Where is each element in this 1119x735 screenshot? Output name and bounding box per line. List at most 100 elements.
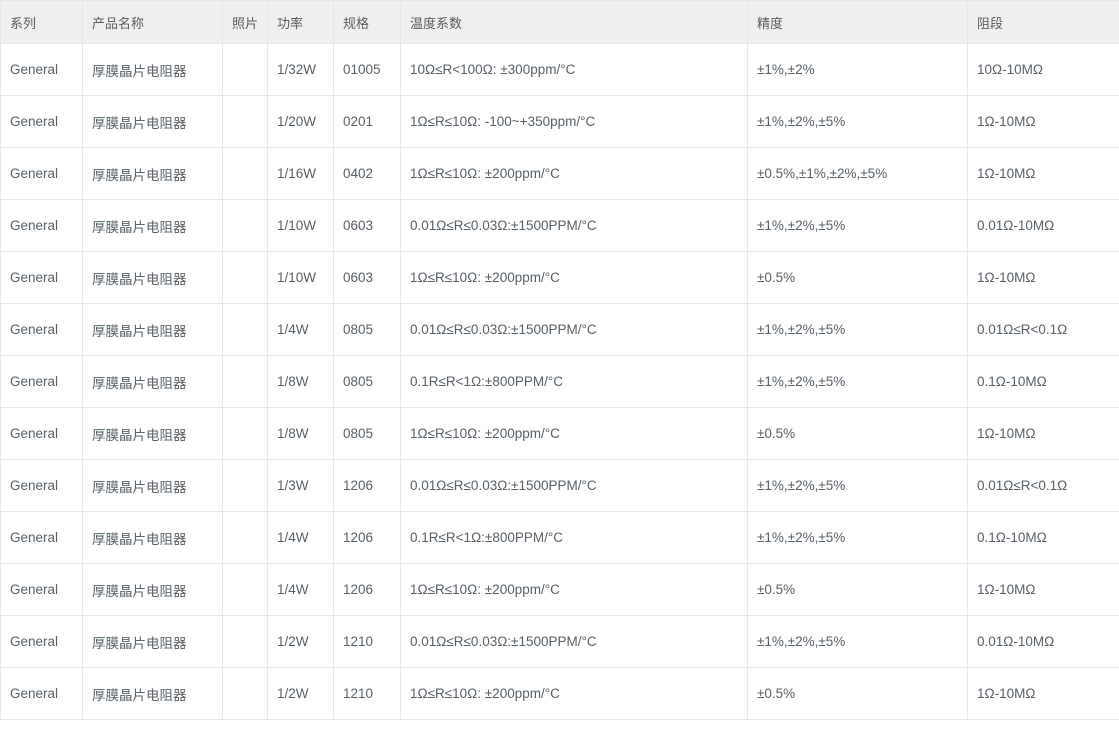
cell-spec: 1210 xyxy=(333,667,401,720)
table-header: 系列 产品名称 照片 功率 规格 温度系数 精度 阻段 xyxy=(0,0,1119,44)
cell-spec: 0603 xyxy=(333,199,401,252)
cell-range: 0.01Ω-10MΩ xyxy=(967,615,1119,668)
cell-product: 厚膜晶片电阻器 xyxy=(82,303,223,356)
cell-series: General xyxy=(0,95,83,148)
cell-power: 1/16W xyxy=(267,147,334,200)
cell-range: 0.01Ω-10MΩ xyxy=(967,199,1119,252)
cell-product: 厚膜晶片电阻器 xyxy=(82,511,223,564)
cell-photo xyxy=(222,43,268,96)
cell-temp: 1Ω≤R≤10Ω: ±200ppm/°C xyxy=(400,251,748,304)
table-row: General 厚膜晶片电阻器 1/32W 01005 10Ω≤R<100Ω: … xyxy=(0,43,1119,96)
cell-range: 1Ω-10MΩ xyxy=(967,251,1119,304)
cell-spec: 0805 xyxy=(333,407,401,460)
column-header-range: 阻段 xyxy=(967,0,1119,44)
cell-product: 厚膜晶片电阻器 xyxy=(82,147,223,200)
cell-photo xyxy=(222,667,268,720)
cell-series: General xyxy=(0,407,83,460)
cell-series: General xyxy=(0,355,83,408)
cell-power: 1/4W xyxy=(267,303,334,356)
cell-range: 0.1Ω-10MΩ xyxy=(967,511,1119,564)
cell-power: 1/4W xyxy=(267,511,334,564)
cell-temp: 0.01Ω≤R≤0.03Ω:±1500PPM/°C xyxy=(400,303,748,356)
cell-range: 1Ω-10MΩ xyxy=(967,563,1119,616)
cell-range: 1Ω-10MΩ xyxy=(967,147,1119,200)
table-row: General 厚膜晶片电阻器 1/4W 0805 0.01Ω≤R≤0.03Ω:… xyxy=(0,303,1119,356)
cell-spec: 0201 xyxy=(333,95,401,148)
cell-power: 1/8W xyxy=(267,407,334,460)
cell-photo xyxy=(222,615,268,668)
cell-power: 1/4W xyxy=(267,563,334,616)
table-row: General 厚膜晶片电阻器 1/2W 1210 0.01Ω≤R≤0.03Ω:… xyxy=(0,615,1119,668)
cell-product: 厚膜晶片电阻器 xyxy=(82,43,223,96)
cell-precision: ±0.5% xyxy=(747,251,968,304)
cell-photo xyxy=(222,303,268,356)
cell-photo xyxy=(222,355,268,408)
cell-range: 10Ω-10MΩ xyxy=(967,43,1119,96)
table-row: General 厚膜晶片电阻器 1/16W 0402 1Ω≤R≤10Ω: ±20… xyxy=(0,147,1119,200)
cell-precision: ±1%,±2%,±5% xyxy=(747,615,968,668)
table-row: General 厚膜晶片电阻器 1/8W 0805 1Ω≤R≤10Ω: ±200… xyxy=(0,407,1119,460)
cell-power: 1/20W xyxy=(267,95,334,148)
cell-series: General xyxy=(0,459,83,512)
cell-precision: ±1%,±2%,±5% xyxy=(747,199,968,252)
cell-product: 厚膜晶片电阻器 xyxy=(82,563,223,616)
cell-product: 厚膜晶片电阻器 xyxy=(82,615,223,668)
cell-temp: 0.01Ω≤R≤0.03Ω:±1500PPM/°C xyxy=(400,199,748,252)
table-row: General 厚膜晶片电阻器 1/3W 1206 0.01Ω≤R≤0.03Ω:… xyxy=(0,459,1119,512)
cell-temp: 1Ω≤R≤10Ω: -100~+350ppm/°C xyxy=(400,95,748,148)
cell-range: 1Ω-10MΩ xyxy=(967,407,1119,460)
table-body: General 厚膜晶片电阻器 1/32W 01005 10Ω≤R<100Ω: … xyxy=(0,43,1119,720)
cell-photo xyxy=(222,459,268,512)
cell-product: 厚膜晶片电阻器 xyxy=(82,199,223,252)
table-row: General 厚膜晶片电阻器 1/20W 0201 1Ω≤R≤10Ω: -10… xyxy=(0,95,1119,148)
column-header-series: 系列 xyxy=(0,0,83,44)
cell-spec: 0805 xyxy=(333,355,401,408)
cell-precision: ±1%,±2%,±5% xyxy=(747,459,968,512)
cell-range: 0.01Ω≤R<0.1Ω xyxy=(967,303,1119,356)
cell-series: General xyxy=(0,199,83,252)
cell-power: 1/10W xyxy=(267,251,334,304)
cell-product: 厚膜晶片电阻器 xyxy=(82,407,223,460)
cell-product: 厚膜晶片电阻器 xyxy=(82,667,223,720)
cell-temp: 0.01Ω≤R≤0.03Ω:±1500PPM/°C xyxy=(400,459,748,512)
cell-spec: 1210 xyxy=(333,615,401,668)
cell-spec: 01005 xyxy=(333,43,401,96)
cell-precision: ±1%,±2%,±5% xyxy=(747,511,968,564)
table-row: General 厚膜晶片电阻器 1/4W 1206 1Ω≤R≤10Ω: ±200… xyxy=(0,563,1119,616)
cell-product: 厚膜晶片电阻器 xyxy=(82,95,223,148)
cell-temp: 1Ω≤R≤10Ω: ±200ppm/°C xyxy=(400,407,748,460)
cell-series: General xyxy=(0,251,83,304)
cell-photo xyxy=(222,407,268,460)
cell-spec: 1206 xyxy=(333,459,401,512)
cell-power: 1/32W xyxy=(267,43,334,96)
header-row: 系列 产品名称 照片 功率 规格 温度系数 精度 阻段 xyxy=(0,0,1119,44)
cell-power: 1/3W xyxy=(267,459,334,512)
cell-precision: ±1%,±2%,±5% xyxy=(747,355,968,408)
cell-product: 厚膜晶片电阻器 xyxy=(82,459,223,512)
cell-precision: ±1%,±2%,±5% xyxy=(747,303,968,356)
cell-power: 1/2W xyxy=(267,615,334,668)
column-header-power: 功率 xyxy=(267,0,334,44)
cell-temp: 0.01Ω≤R≤0.03Ω:±1500PPM/°C xyxy=(400,615,748,668)
cell-spec: 1206 xyxy=(333,511,401,564)
cell-temp: 10Ω≤R<100Ω: ±300ppm/°C xyxy=(400,43,748,96)
table-row: General 厚膜晶片电阻器 1/8W 0805 0.1R≤R<1Ω:±800… xyxy=(0,355,1119,408)
table-row: General 厚膜晶片电阻器 1/10W 0603 1Ω≤R≤10Ω: ±20… xyxy=(0,251,1119,304)
cell-range: 1Ω-10MΩ xyxy=(967,667,1119,720)
cell-product: 厚膜晶片电阻器 xyxy=(82,251,223,304)
cell-photo xyxy=(222,147,268,200)
cell-spec: 0402 xyxy=(333,147,401,200)
cell-series: General xyxy=(0,303,83,356)
cell-power: 1/8W xyxy=(267,355,334,408)
cell-temp: 1Ω≤R≤10Ω: ±200ppm/°C xyxy=(400,667,748,720)
cell-temp: 0.1R≤R<1Ω:±800PPM/°C xyxy=(400,511,748,564)
cell-product: 厚膜晶片电阻器 xyxy=(82,355,223,408)
cell-spec: 1206 xyxy=(333,563,401,616)
cell-temp: 1Ω≤R≤10Ω: ±200ppm/°C xyxy=(400,563,748,616)
cell-power: 1/2W xyxy=(267,667,334,720)
cell-spec: 0805 xyxy=(333,303,401,356)
cell-series: General xyxy=(0,43,83,96)
table-row: General 厚膜晶片电阻器 1/10W 0603 0.01Ω≤R≤0.03Ω… xyxy=(0,199,1119,252)
cell-range: 1Ω-10MΩ xyxy=(967,95,1119,148)
column-header-precision: 精度 xyxy=(747,0,968,44)
